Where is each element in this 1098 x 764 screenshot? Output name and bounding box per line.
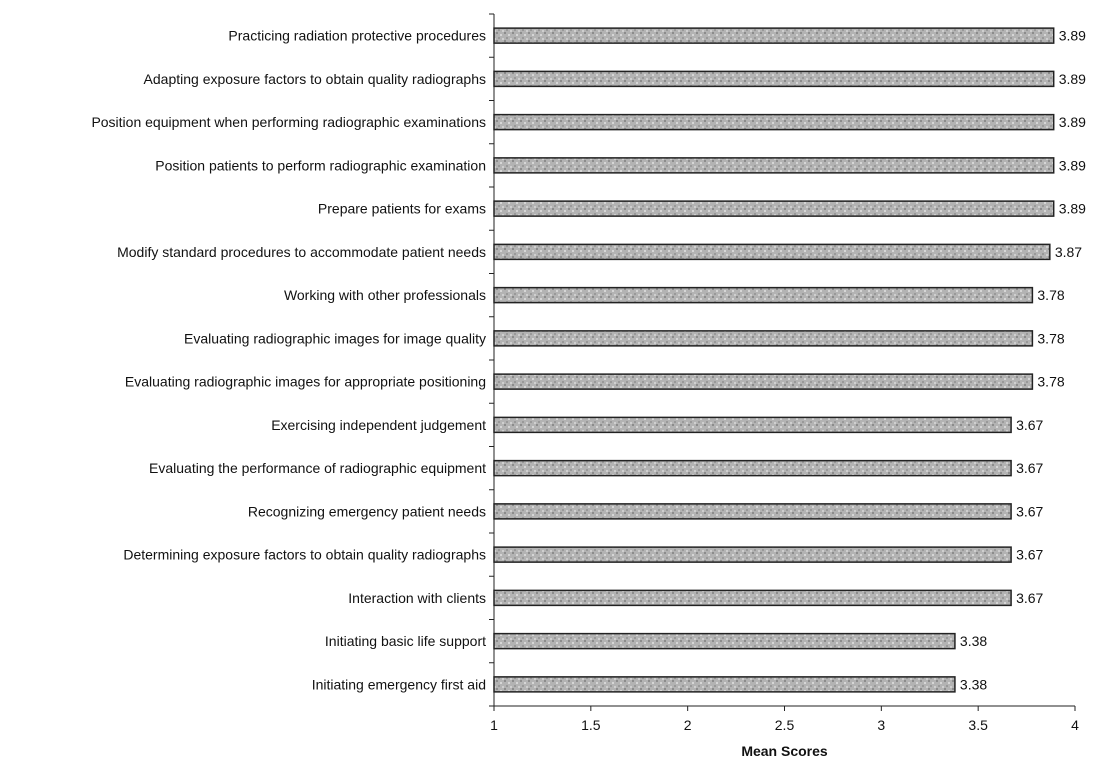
data-label: 3.89 — [1059, 114, 1086, 130]
data-label: 3.67 — [1016, 503, 1043, 519]
category-label: Initiating basic life support — [325, 633, 486, 649]
data-label: 3.67 — [1016, 460, 1043, 476]
bar — [493, 113, 1055, 131]
x-tick-label: 1 — [490, 717, 498, 733]
bar — [493, 373, 1034, 390]
data-label: 3.67 — [1016, 547, 1043, 563]
bar — [493, 27, 1055, 44]
category-label: Determining exposure factors to obtain q… — [123, 547, 486, 563]
category-label: Modify standard procedures to accommodat… — [117, 244, 486, 260]
bars-group — [493, 27, 1055, 693]
data-label: 3.89 — [1059, 71, 1086, 87]
bar — [493, 157, 1055, 174]
bar — [493, 416, 1012, 434]
category-label: Position equipment when performing radio… — [91, 114, 486, 130]
bar — [493, 70, 1055, 88]
data-label: 3.38 — [960, 633, 987, 649]
data-label: 3.78 — [1037, 374, 1064, 390]
x-tick-label: 4 — [1071, 717, 1079, 733]
category-label: Evaluating radiographic images for image… — [184, 330, 486, 346]
data-label: 3.78 — [1037, 330, 1064, 346]
data-label: 3.67 — [1016, 417, 1043, 433]
category-label: Interaction with clients — [348, 590, 486, 606]
bar — [493, 286, 1034, 304]
category-label: Practicing radiation protective procedur… — [228, 28, 486, 44]
category-label: Adapting exposure factors to obtain qual… — [144, 71, 486, 87]
data-label: 3.67 — [1016, 590, 1043, 606]
bar — [493, 589, 1012, 607]
category-label: Recognizing emergency patient needs — [248, 503, 486, 519]
data-label: 3.87 — [1055, 244, 1082, 260]
category-labels: Practicing radiation protective procedur… — [91, 28, 486, 693]
data-label: 3.78 — [1037, 287, 1064, 303]
category-label: Working with other professionals — [284, 287, 486, 303]
x-tick-label: 3 — [877, 717, 885, 733]
x-tick-label: 3.5 — [968, 717, 988, 733]
category-label: Prepare patients for exams — [318, 201, 486, 217]
category-label: Evaluating radiographic images for appro… — [125, 374, 486, 390]
category-label: Evaluating the performance of radiograph… — [149, 460, 486, 476]
value-labels: 3.89 3.89 3.89 3.89 3.89 3.87 3.78 3.78 3.78 3.67… — [960, 28, 1086, 693]
x-tick-label: 1.5 — [581, 717, 601, 733]
bar — [493, 459, 1012, 477]
category-label: Exercising independent judgement — [271, 417, 486, 433]
bar — [493, 200, 1055, 217]
data-label: 3.89 — [1059, 201, 1086, 217]
bar — [493, 632, 956, 650]
data-label: 3.38 — [960, 676, 987, 692]
x-tick-label: 2 — [684, 717, 692, 733]
x-tick-label: 2.5 — [775, 717, 795, 733]
bar — [493, 546, 1012, 563]
x-axis-title: Mean Scores — [741, 743, 828, 759]
bar — [493, 503, 1012, 520]
category-label: Position patients to perform radiographi… — [155, 157, 486, 173]
bar — [493, 243, 1051, 261]
bar — [493, 676, 956, 693]
data-label: 3.89 — [1059, 28, 1086, 44]
data-label: 3.89 — [1059, 157, 1086, 173]
axes: 1 1.5 2 2.5 3 3.5 4 — [489, 13, 1079, 733]
bar — [493, 330, 1034, 347]
category-label: Initiating emergency first aid — [312, 676, 486, 692]
